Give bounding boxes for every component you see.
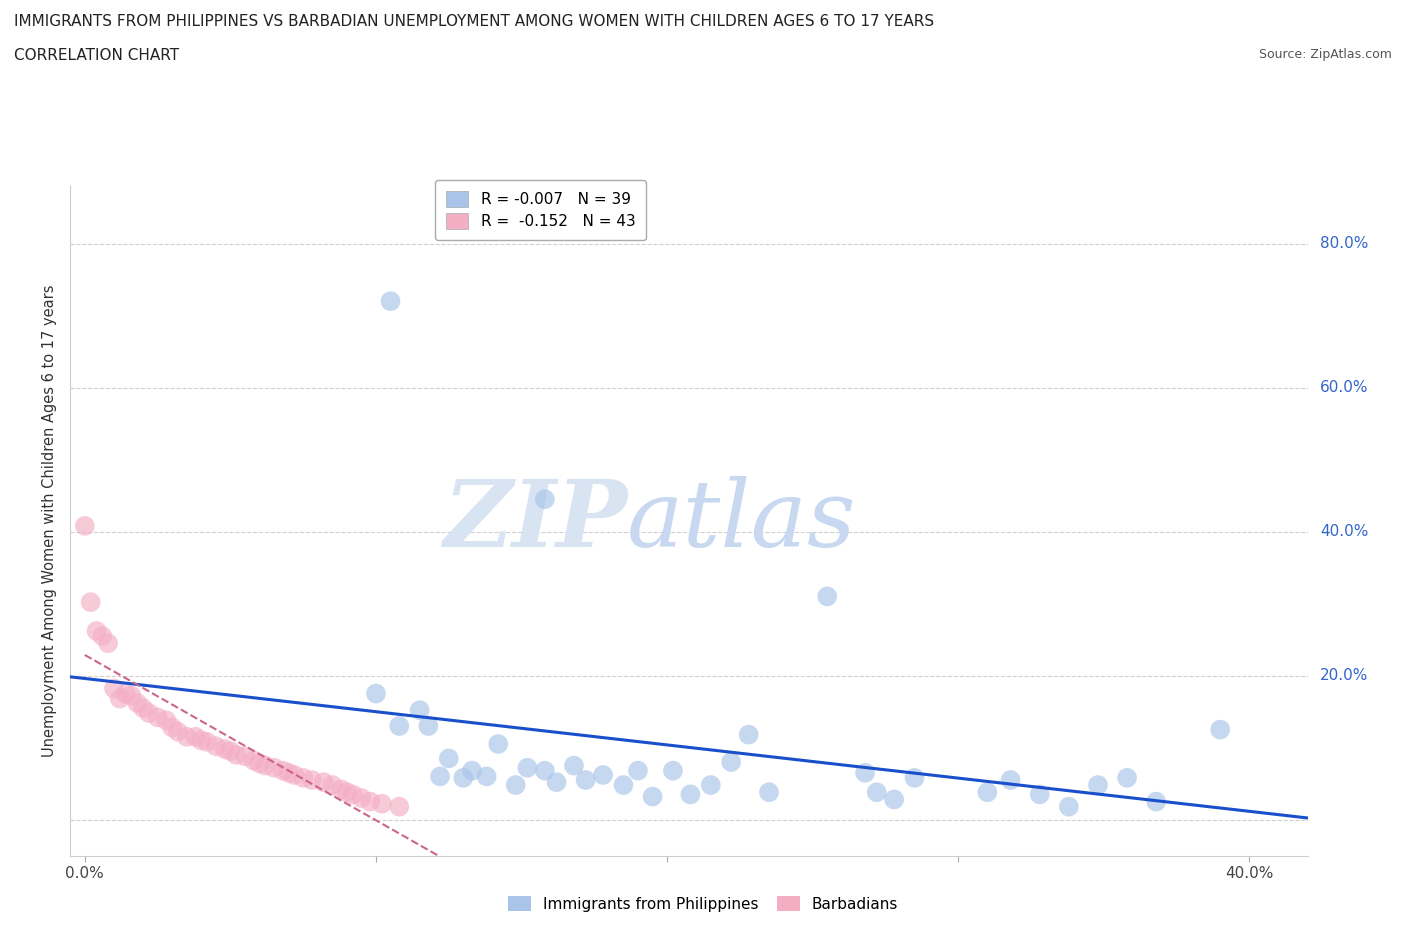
Point <box>114 686 136 701</box>
Point <box>1116 770 1139 785</box>
Point <box>271 764 294 778</box>
Point <box>429 769 451 784</box>
Legend: Immigrants from Philippines, Barbadians: Immigrants from Philippines, Barbadians <box>502 890 904 918</box>
Point <box>1029 787 1052 802</box>
Point <box>242 753 264 768</box>
Text: 60.0%: 60.0% <box>1320 380 1368 395</box>
Point <box>219 744 242 759</box>
Point <box>359 794 381 809</box>
Point <box>720 754 742 769</box>
Point <box>505 777 527 792</box>
Text: CORRELATION CHART: CORRELATION CHART <box>14 48 179 63</box>
Text: 20.0%: 20.0% <box>1320 668 1368 684</box>
Point <box>214 741 236 756</box>
Point <box>612 777 634 792</box>
Text: atlas: atlas <box>627 476 856 565</box>
Text: 80.0%: 80.0% <box>1320 236 1368 251</box>
Point <box>86 623 108 638</box>
Point <box>364 686 387 701</box>
Point <box>205 738 228 753</box>
Point <box>700 777 723 792</box>
Point <box>312 775 335 790</box>
Point <box>627 764 650 778</box>
Point <box>461 764 484 778</box>
Point <box>437 751 460 765</box>
Point <box>263 761 285 776</box>
Y-axis label: Unemployment Among Women with Children Ages 6 to 17 years: Unemployment Among Women with Children A… <box>42 285 58 757</box>
Point <box>249 756 271 771</box>
Point <box>155 712 177 727</box>
Point <box>883 792 905 807</box>
Point <box>73 518 96 533</box>
Text: IMMIGRANTS FROM PHILIPPINES VS BARBADIAN UNEMPLOYMENT AMONG WOMEN WITH CHILDREN : IMMIGRANTS FROM PHILIPPINES VS BARBADIAN… <box>14 14 934 29</box>
Point <box>301 773 323 788</box>
Point <box>1209 723 1232 737</box>
Point <box>534 764 557 778</box>
Point <box>380 294 402 309</box>
Point <box>418 719 440 734</box>
Point <box>815 589 838 604</box>
Point <box>120 688 142 703</box>
Point <box>388 799 411 814</box>
Point <box>641 790 664 804</box>
Point <box>184 729 207 744</box>
Point <box>132 700 155 715</box>
Point <box>225 748 247 763</box>
Point <box>233 749 256 764</box>
Point <box>336 785 359 800</box>
Point <box>737 727 759 742</box>
Point <box>108 691 131 706</box>
Text: Source: ZipAtlas.com: Source: ZipAtlas.com <box>1258 48 1392 61</box>
Point <box>195 735 218 750</box>
Point <box>453 770 475 785</box>
Point <box>330 782 353 797</box>
Point <box>679 787 702 802</box>
Point <box>408 703 430 718</box>
Point <box>475 769 498 784</box>
Point <box>283 767 305 782</box>
Point <box>138 706 160 721</box>
Point <box>167 724 190 739</box>
Point <box>976 785 998 800</box>
Point <box>1057 799 1080 814</box>
Point <box>486 737 509 751</box>
Point <box>342 787 364 802</box>
Legend: R = -0.007   N = 39, R =  -0.152   N = 43: R = -0.007 N = 39, R = -0.152 N = 43 <box>434 180 647 240</box>
Point <box>662 764 685 778</box>
Point <box>562 758 585 773</box>
Point <box>127 696 149 711</box>
Point <box>516 761 538 776</box>
Point <box>277 765 299 780</box>
Text: ZIP: ZIP <box>443 476 627 565</box>
Point <box>866 785 889 800</box>
Point <box>388 719 411 734</box>
Point <box>758 785 780 800</box>
Point <box>1087 777 1109 792</box>
Point <box>254 758 277 773</box>
Point <box>321 777 343 792</box>
Point <box>1000 773 1022 788</box>
Point <box>903 770 925 785</box>
Text: 40.0%: 40.0% <box>1320 525 1368 539</box>
Point <box>574 773 596 788</box>
Point <box>371 796 394 811</box>
Point <box>190 733 212 748</box>
Point <box>292 770 315 785</box>
Point <box>176 729 198 744</box>
Point <box>79 594 101 609</box>
Point <box>350 790 373 805</box>
Point <box>97 636 120 651</box>
Point <box>91 629 114 644</box>
Point <box>546 775 568 790</box>
Point <box>534 492 557 507</box>
Point <box>146 710 169 724</box>
Point <box>1144 794 1167 809</box>
Point <box>103 681 125 696</box>
Point <box>160 720 183 735</box>
Point <box>853 765 876 780</box>
Point <box>592 767 614 782</box>
